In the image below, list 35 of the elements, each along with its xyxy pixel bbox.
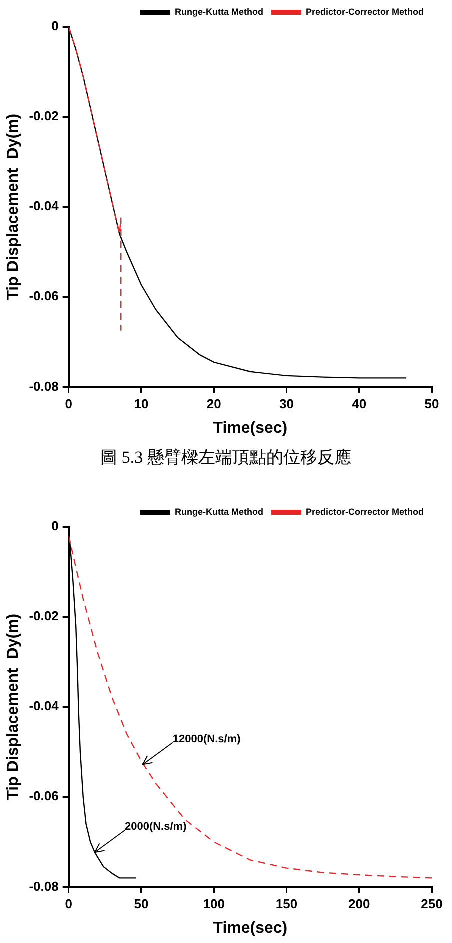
legend-label: Predictor-Corrector Method xyxy=(306,506,424,517)
y-tick-label: 0 xyxy=(52,18,59,34)
x-axis-title: Time(sec) xyxy=(213,920,288,937)
x-tick-label: 150 xyxy=(276,896,298,912)
y-tick-label: -0.06 xyxy=(29,288,59,304)
x-tick-label: 40 xyxy=(352,396,367,412)
y-axis-title: Tip Displacement Dy(m) xyxy=(5,114,22,300)
annotation: 12000(N.s/m) xyxy=(172,733,242,746)
x-tick-label: 200 xyxy=(348,896,370,912)
x-tick-label: 10 xyxy=(134,396,149,412)
y-tick-label: -0.08 xyxy=(29,378,59,394)
y-tick-label: -0.02 xyxy=(29,108,59,124)
legend-label: Predictor-Corrector Method xyxy=(306,6,424,17)
x-tick-label: 0 xyxy=(65,396,72,412)
y-tick-label: -0.06 xyxy=(29,788,59,804)
x-tick-label: 100 xyxy=(203,896,225,912)
y-tick-label: -0.04 xyxy=(29,698,60,714)
y-tick-label: -0.04 xyxy=(29,198,60,214)
y-tick-label: -0.02 xyxy=(29,608,59,624)
y-tick-label: 0 xyxy=(52,518,59,534)
x-axis-title: Time(sec) xyxy=(213,420,288,437)
x-tick-label: 0 xyxy=(65,896,72,912)
x-tick-label: 250 xyxy=(421,896,443,912)
y-axis-title: Tip Displacement Dy(m) xyxy=(5,614,22,800)
line-series xyxy=(68,27,122,332)
x-tick-label: 50 xyxy=(134,896,149,912)
line-series xyxy=(68,535,432,879)
x-tick-label: 20 xyxy=(206,396,222,412)
y-tick-label: -0.08 xyxy=(29,878,59,894)
x-tick-label: 50 xyxy=(424,396,440,412)
annotation: 2000(N.s/m) xyxy=(124,821,188,834)
caption: 圖 5.3 懸臂樑左端頂點的位移反應 xyxy=(100,447,352,469)
legend-label: Runge-Kutta Method xyxy=(175,6,264,17)
legend-label: Runge-Kutta Method xyxy=(175,506,264,517)
x-tick-label: 30 xyxy=(280,396,294,412)
